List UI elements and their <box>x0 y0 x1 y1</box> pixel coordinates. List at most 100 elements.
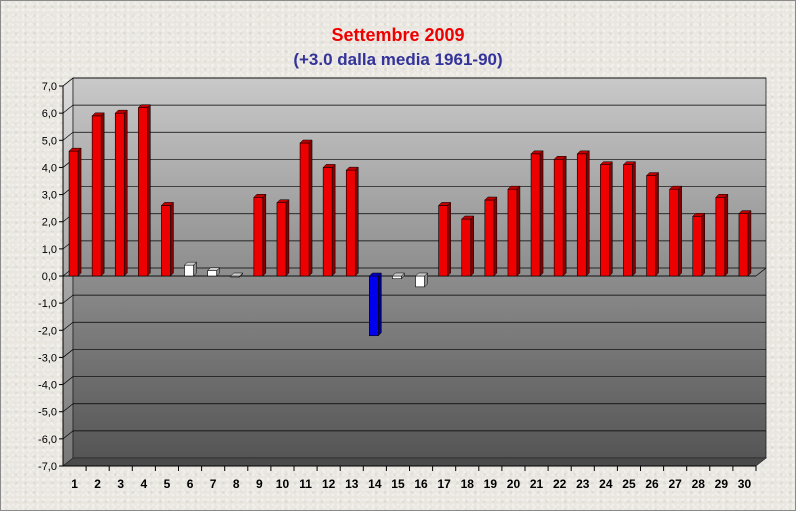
bar-day-22 <box>553 155 567 277</box>
bar-front <box>207 270 217 277</box>
x-tick-label: 12 <box>322 477 336 491</box>
bar-side <box>724 193 729 277</box>
bar-front <box>345 169 356 277</box>
bar-side <box>447 201 451 277</box>
bar-day-3 <box>114 109 128 277</box>
bar-top <box>669 185 683 190</box>
bar-side <box>100 112 105 277</box>
bar-day-30 <box>738 209 752 277</box>
gridline-side <box>62 104 74 114</box>
bar-front <box>114 112 125 277</box>
bar-top <box>207 267 221 271</box>
bar-day-9 <box>253 193 267 277</box>
bar-front <box>484 199 495 277</box>
bar-front <box>600 164 610 277</box>
bar-front <box>738 213 749 277</box>
gridline-side <box>62 322 74 331</box>
bar-side <box>609 161 613 277</box>
bar-side <box>308 139 313 277</box>
y-tick-label: -6,0 <box>38 434 57 446</box>
bar-front <box>322 167 333 277</box>
x-tick-label: 6 <box>187 477 194 491</box>
bar-top <box>645 172 660 176</box>
bar-day-7 <box>207 266 221 277</box>
x-tick-label: 14 <box>368 477 382 491</box>
bar-front <box>507 188 518 277</box>
x-tick-label: 30 <box>738 477 752 491</box>
y-tick-label: 7,0 <box>42 81 57 93</box>
bar-top <box>507 185 521 190</box>
bar-top <box>368 272 382 277</box>
bar-day-20 <box>507 185 521 277</box>
bar-day-25 <box>622 161 637 277</box>
gridline-side <box>62 132 74 141</box>
y-tick-label: -5,0 <box>38 407 57 419</box>
bar-side <box>378 272 382 337</box>
bar-day-6 <box>183 261 198 277</box>
bar-side <box>655 171 659 277</box>
bar-top <box>438 202 452 206</box>
gridline-side <box>62 430 74 440</box>
x-tick-label: 25 <box>622 477 636 491</box>
bar-day-12 <box>322 163 336 277</box>
x-tick-label: 1 <box>71 477 78 491</box>
bar-front <box>530 153 541 277</box>
y-tick-label: -4,0 <box>38 380 57 392</box>
x-tick-label: 20 <box>507 477 521 491</box>
x-tick-label: 19 <box>484 477 498 491</box>
bar-day-27 <box>669 185 683 277</box>
y-tick-label: -2,0 <box>38 325 57 337</box>
y-tick-label: 4,0 <box>42 162 57 174</box>
bar-top <box>738 210 752 214</box>
x-tick-label: 5 <box>164 477 171 491</box>
bar-top <box>622 161 637 165</box>
y-tick-label: -3,0 <box>38 352 57 364</box>
x-tick-label: 29 <box>715 477 729 491</box>
gridline-side <box>62 349 74 358</box>
bar-side <box>470 215 474 277</box>
bar-side <box>632 161 636 277</box>
bar-top <box>414 272 429 277</box>
bar-front <box>253 196 264 277</box>
bar-top <box>599 161 613 165</box>
y-tick-label: 1,0 <box>42 244 57 256</box>
bar-top <box>322 164 336 168</box>
bar-top <box>276 199 290 203</box>
bar-top <box>715 194 729 198</box>
bar-day-11 <box>299 139 313 277</box>
x-axis: 1 2 3 4 5 6 7 8 9 10 11 12 13 14 15 16 17 18 19 20 21 22 23 24 2… <box>63 465 757 491</box>
bar-top <box>576 150 590 155</box>
bar-top <box>484 196 498 201</box>
bar-side <box>516 185 521 277</box>
gridline-side <box>62 77 74 87</box>
y-tick-label: -1,0 <box>38 298 57 310</box>
y-axis: 7,0 6,0 5,0 4,0 3,0 2,0 1,0 0,0 -1,0 -2,0 -3,0 -4,0… <box>38 81 64 473</box>
y-tick-label: -7,0 <box>38 461 57 473</box>
bar-day-4 <box>137 104 151 277</box>
bar-top <box>253 194 267 198</box>
x-tick-label: 9 <box>256 477 263 491</box>
x-tick-label: 7 <box>210 477 217 491</box>
bar-side <box>493 196 498 277</box>
x-tick-label: 21 <box>530 477 544 491</box>
y-tick-label: 3,0 <box>42 190 57 202</box>
x-tick-label: 26 <box>645 477 659 491</box>
bar-day-8 <box>230 272 244 278</box>
bar-front <box>184 264 194 277</box>
y-tick-label: 5,0 <box>42 135 57 147</box>
bar-side <box>170 201 174 277</box>
bar-day-2 <box>91 112 105 277</box>
y-tick-label: 6,0 <box>42 108 57 120</box>
bar-top <box>160 202 175 206</box>
bar-day-19 <box>484 196 498 277</box>
bar-day-1 <box>68 147 82 277</box>
y-tick-label: 2,0 <box>42 217 57 229</box>
bar-front <box>138 107 148 277</box>
bar-side <box>124 109 128 277</box>
bar-day-24 <box>599 161 613 277</box>
x-tick-label: 10 <box>276 477 290 491</box>
bar-day-17 <box>438 201 452 277</box>
bar-side <box>701 212 705 277</box>
bar-front <box>576 153 587 277</box>
